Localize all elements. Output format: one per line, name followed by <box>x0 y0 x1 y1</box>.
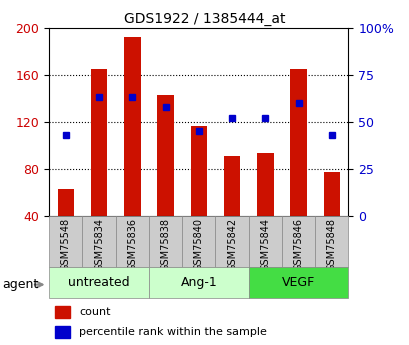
Text: GSM75848: GSM75848 <box>326 218 336 271</box>
Bar <box>82 216 115 267</box>
Bar <box>248 216 281 267</box>
Text: GSM75840: GSM75840 <box>193 218 203 271</box>
Bar <box>248 267 348 298</box>
Bar <box>55 306 70 318</box>
Text: agent: agent <box>2 278 38 291</box>
Text: untreated: untreated <box>68 276 130 289</box>
Text: GSM75846: GSM75846 <box>293 218 303 271</box>
Text: count: count <box>79 307 110 317</box>
Text: GSM75836: GSM75836 <box>127 218 137 271</box>
Bar <box>323 172 339 216</box>
Text: percentile rank within the sample: percentile rank within the sample <box>79 327 266 337</box>
Bar <box>49 267 148 298</box>
Text: GSM75548: GSM75548 <box>61 218 71 271</box>
Bar <box>215 216 248 267</box>
Text: VEGF: VEGF <box>281 276 315 289</box>
Bar <box>190 126 207 216</box>
Text: GSM75844: GSM75844 <box>260 218 270 271</box>
Text: GDS1922 / 1385444_at: GDS1922 / 1385444_at <box>124 12 285 26</box>
Bar <box>55 326 70 337</box>
Bar <box>290 69 306 216</box>
Bar <box>256 153 273 216</box>
Bar <box>148 216 182 267</box>
Bar <box>223 156 240 216</box>
Bar <box>157 95 173 216</box>
Bar <box>281 216 315 267</box>
Bar <box>90 69 107 216</box>
Bar <box>49 216 82 267</box>
Bar <box>57 189 74 216</box>
Bar <box>182 216 215 267</box>
Bar <box>115 216 148 267</box>
Bar <box>315 216 348 267</box>
Text: Ang-1: Ang-1 <box>180 276 217 289</box>
Bar <box>148 267 248 298</box>
Text: GSM75842: GSM75842 <box>227 218 236 271</box>
Text: GSM75834: GSM75834 <box>94 218 104 271</box>
Text: GSM75838: GSM75838 <box>160 218 170 271</box>
Bar <box>124 37 140 216</box>
